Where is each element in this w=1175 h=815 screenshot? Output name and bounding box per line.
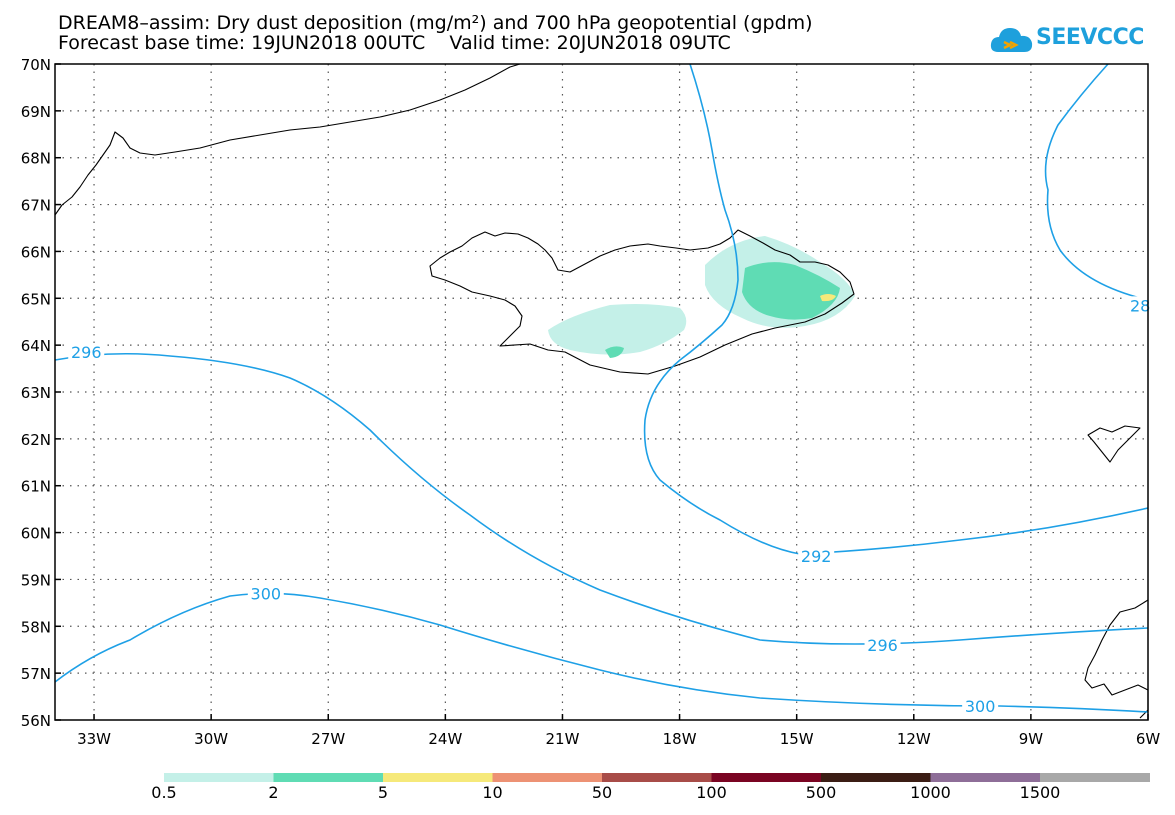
greenland-coastline bbox=[54, 63, 521, 216]
deposition-0.5-area bbox=[548, 304, 687, 355]
longitude-label: 9W bbox=[1019, 730, 1044, 748]
latitude-label: 64N bbox=[21, 337, 51, 355]
contour-label-bg bbox=[247, 584, 284, 603]
colorbar-segment bbox=[492, 773, 603, 782]
contour-300-line bbox=[54, 592, 1149, 713]
deposition-2-area bbox=[605, 346, 624, 358]
contour-label: 296 bbox=[867, 636, 898, 655]
cloud-icon bbox=[990, 28, 1033, 52]
axis-labels: 70N 69N 68N 67N 66N 65N 64N 63N 62N 61N 60N 59N 58N 5… bbox=[21, 56, 1161, 748]
colorbar-segment bbox=[602, 773, 712, 782]
map-title: DREAM8–assim: Dry dust deposition (mg/m²… bbox=[58, 12, 813, 34]
longitude-label: 15W bbox=[780, 730, 814, 748]
latitude-label: 57N bbox=[21, 665, 51, 683]
colorbar-legend bbox=[164, 773, 1150, 782]
longitude-label: 18W bbox=[663, 730, 697, 748]
latitude-label: 70N bbox=[21, 56, 51, 74]
latitude-label: 68N bbox=[21, 150, 51, 168]
deposition-5-area bbox=[820, 294, 836, 302]
contour-label-bg bbox=[962, 696, 999, 715]
faroe-islands-coastline bbox=[1087, 425, 1141, 463]
logo-text: SEEVCCC bbox=[1036, 25, 1144, 50]
contour-label: 292 bbox=[801, 547, 832, 566]
colorbar-label: 5 bbox=[377, 783, 389, 802]
colorbar-label: 500 bbox=[805, 783, 837, 802]
plot-frame bbox=[54, 63, 1149, 721]
latitude-label: 65N bbox=[21, 290, 51, 308]
colorbar-label: 10 bbox=[482, 783, 503, 802]
latitude-label: 63N bbox=[21, 384, 51, 402]
latitude-label: 62N bbox=[21, 431, 51, 449]
longitude-label: 21W bbox=[546, 730, 580, 748]
contour-label-bg bbox=[1127, 296, 1154, 315]
longitude-label: 27W bbox=[311, 730, 345, 748]
contour-labels: 296 292 296 300 300 28 bbox=[68, 296, 1154, 716]
latitude-label: 58N bbox=[21, 618, 51, 636]
contour-label: 300 bbox=[965, 697, 996, 716]
colorbar-segment bbox=[1040, 773, 1150, 782]
longitude-label: 33W bbox=[77, 730, 111, 748]
map-subtitle: Forecast base time: 19JUN2018 00UTC Vali… bbox=[58, 32, 731, 54]
colorbar-segment bbox=[711, 773, 822, 782]
longitude-label: 6W bbox=[1136, 730, 1161, 748]
contour-label-bg bbox=[68, 343, 105, 362]
colorbar-label: 1500 bbox=[1019, 783, 1061, 802]
contour-label: 300 bbox=[251, 584, 282, 603]
lat-lon-grid bbox=[55, 64, 1148, 720]
colorbar-label: 100 bbox=[696, 783, 727, 802]
contour-label-bg bbox=[798, 547, 835, 565]
contour-292-line bbox=[643, 63, 1149, 555]
colorbar-label: 0.5 bbox=[151, 783, 177, 802]
longitude-label: 30W bbox=[194, 730, 228, 748]
colorbar-segment bbox=[273, 773, 384, 782]
longitude-label: 24W bbox=[428, 730, 462, 748]
colorbar-segment bbox=[164, 773, 274, 782]
latitude-label: 59N bbox=[21, 571, 51, 589]
dust-deposition-shading bbox=[548, 236, 855, 358]
latitude-label: 67N bbox=[21, 197, 51, 215]
colorbar-segment bbox=[930, 773, 1041, 782]
geopotential-contours bbox=[54, 63, 1149, 713]
latitude-label: 56N bbox=[21, 712, 51, 730]
colorbar-label: 2 bbox=[268, 783, 279, 802]
scotland-coastline bbox=[1084, 599, 1149, 719]
contour-296-line bbox=[54, 352, 1149, 645]
deposition-2-area bbox=[742, 262, 840, 320]
contour-label: 28 bbox=[1130, 296, 1150, 315]
colorbar-segment bbox=[383, 773, 493, 782]
colorbar-label: 50 bbox=[591, 783, 613, 802]
contour-label-bg bbox=[864, 636, 901, 655]
latitude-label: 66N bbox=[21, 243, 51, 261]
latitude-label: 69N bbox=[21, 103, 51, 121]
contour-288-line bbox=[1044, 63, 1149, 301]
iceland-coastline bbox=[429, 229, 855, 375]
coastlines bbox=[54, 63, 1149, 719]
contour-label: 296 bbox=[71, 343, 102, 362]
longitude-label: 12W bbox=[897, 730, 931, 748]
seevccc-logo: SEEVCCC bbox=[990, 22, 1144, 58]
colorbar-label: 1000 bbox=[910, 783, 951, 802]
latitude-label: 61N bbox=[21, 478, 51, 496]
colorbar-segment bbox=[821, 773, 931, 782]
latitude-label: 60N bbox=[21, 525, 51, 543]
